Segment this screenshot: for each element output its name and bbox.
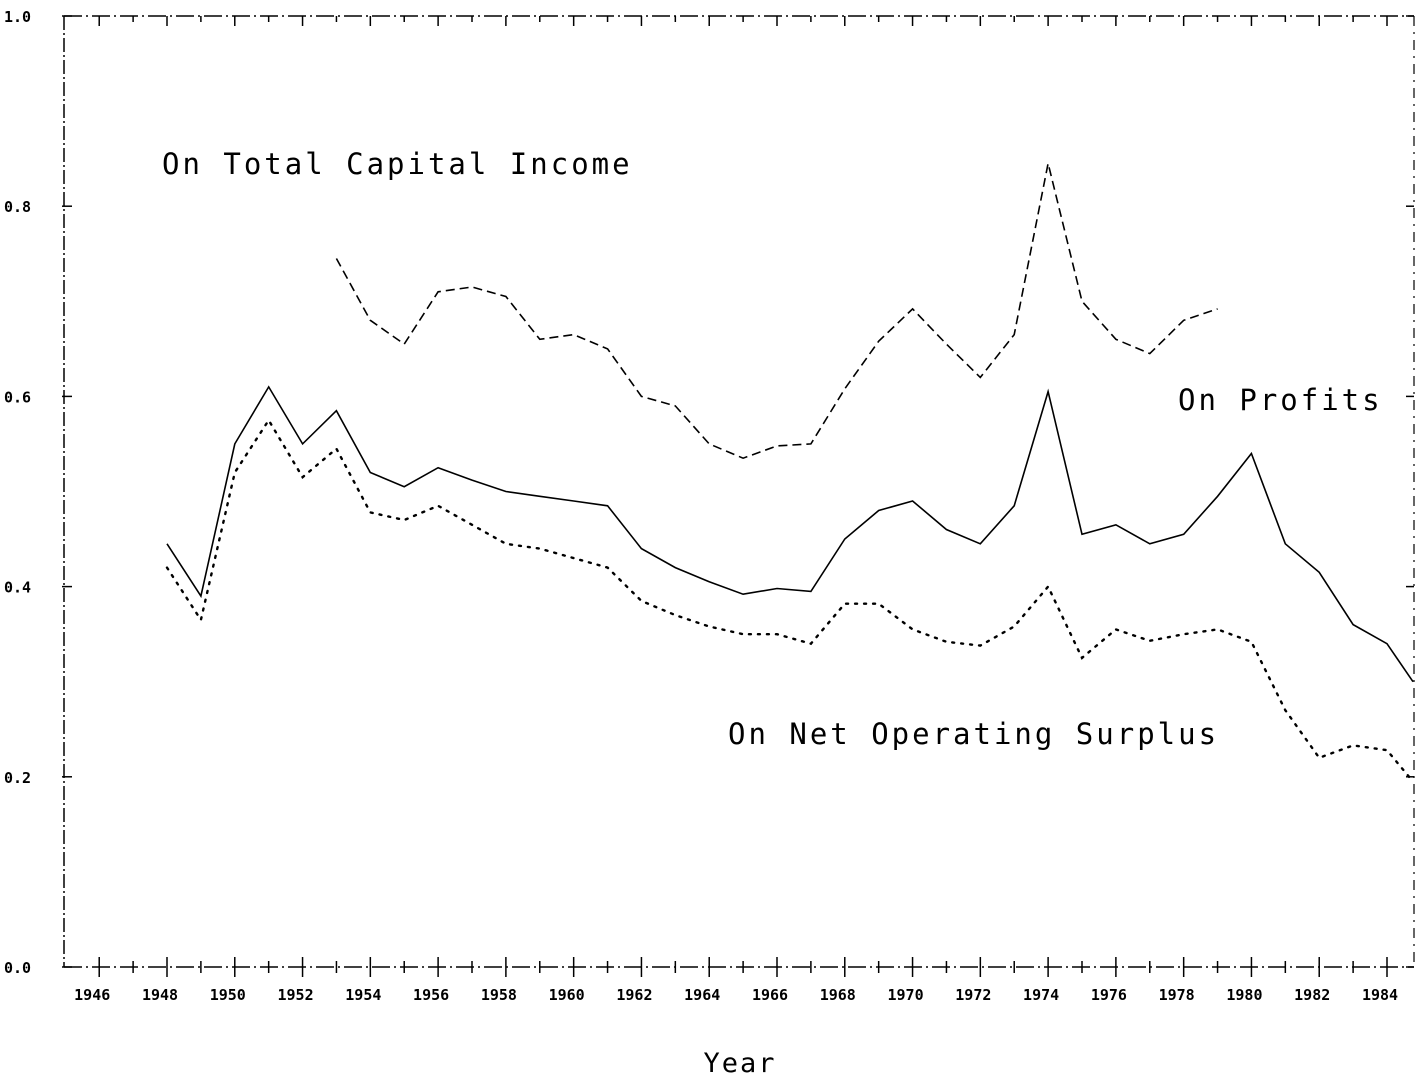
series-line-on-net-operating-surplus	[165, 417, 1415, 783]
x-tick-label-1980: 1980	[1226, 986, 1262, 1004]
chart-axes	[63, 15, 1415, 968]
x-tick-label-1970: 1970	[887, 986, 923, 1004]
x-tick-label-1960: 1960	[549, 986, 585, 1004]
y-tick-label-2: 0.4	[4, 579, 31, 597]
x-tick-label-1964: 1964	[684, 986, 720, 1004]
x-axis-title: Year	[703, 1048, 776, 1079]
y-tick-label-5: 1.0	[4, 8, 31, 26]
x-tick-label-1954: 1954	[345, 986, 381, 1004]
label-profits: On Profits	[1178, 383, 1383, 417]
x-tick-label-1956: 1956	[413, 986, 449, 1004]
y-tick-label-3: 0.6	[4, 388, 31, 406]
chart-series	[165, 163, 1415, 783]
x-tick-label-1950: 1950	[210, 986, 246, 1004]
x-tick-label-1962: 1962	[616, 986, 652, 1004]
x-tick-label-1974: 1974	[1023, 986, 1059, 1004]
x-tick-label-1982: 1982	[1294, 986, 1330, 1004]
x-tick-label-1978: 1978	[1159, 986, 1195, 1004]
y-tick-label-0: 0.0	[4, 959, 31, 977]
x-tick-label-1946: 1946	[74, 986, 110, 1004]
x-tick-label-1972: 1972	[955, 986, 991, 1004]
axis-tick-labels: 1946 1948 1950 1952 1954 1956 1958 1960 1962 1964…	[4, 8, 1398, 1004]
x-tick-label-1952: 1952	[277, 986, 313, 1004]
series-line-on-profits	[166, 385, 1414, 683]
y-tick-label-1: 0.2	[4, 769, 31, 787]
label-net-operating-surplus: On Net Operating Surplus	[728, 717, 1219, 751]
x-tick-label-1958: 1958	[481, 986, 517, 1004]
series-line-on-total-capital-income	[335, 163, 1218, 460]
x-tick-label-1968: 1968	[820, 986, 856, 1004]
y-tick-label-4: 0.8	[4, 198, 31, 216]
x-tick-label-1976: 1976	[1091, 986, 1127, 1004]
axis-ticks	[62, 15, 1414, 977]
x-tick-label-1948: 1948	[142, 986, 178, 1004]
x-tick-label-1966: 1966	[752, 986, 788, 1004]
x-tick-label-1984: 1984	[1362, 986, 1398, 1004]
label-total-capital-income: On Total Capital Income	[162, 147, 633, 181]
